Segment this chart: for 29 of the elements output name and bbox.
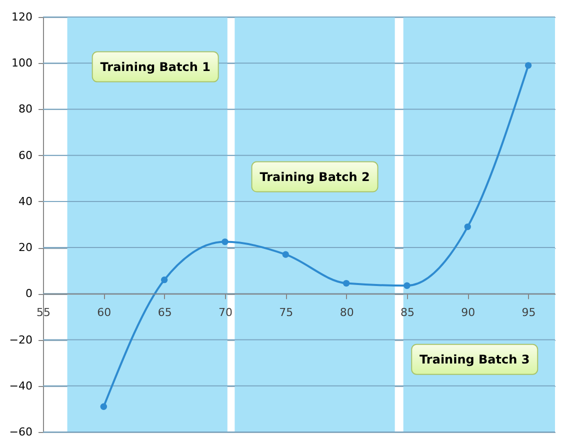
x-tick-label: 65 — [158, 306, 172, 320]
y-tick-label: −20 — [9, 333, 32, 346]
y-tick-label: 40 — [18, 194, 32, 208]
y-tick-label: 20 — [18, 241, 32, 254]
x-tick-label: 90 — [461, 306, 476, 320]
point — [524, 62, 532, 69]
x-tick-label: 70 — [218, 306, 232, 320]
y-tick-label: 0 — [26, 287, 32, 300]
point — [464, 223, 471, 230]
x-tick-label: 80 — [340, 306, 354, 320]
point — [342, 280, 350, 287]
y-tick-label: 80 — [18, 102, 32, 116]
x-tick-label: 85 — [400, 306, 414, 320]
point — [160, 276, 168, 284]
point — [282, 251, 290, 258]
y-tick-label: 120 — [12, 10, 32, 24]
y-tick-label: 60 — [18, 148, 32, 162]
y-tick-label: −60 — [9, 426, 32, 438]
band-label: Training Batch 2 — [260, 170, 370, 184]
band-label: Training Batch 3 — [420, 352, 530, 366]
x-tick-label: 75 — [279, 306, 294, 320]
point — [222, 238, 228, 246]
point — [100, 403, 108, 410]
y-tick-label: −40 — [9, 379, 32, 392]
x-tick-label: 95 — [522, 306, 536, 320]
band-label: Training Batch 1 — [100, 60, 210, 74]
x-tick-label: 60 — [97, 306, 112, 320]
y-tick-label: 100 — [12, 56, 32, 70]
point — [404, 282, 410, 289]
